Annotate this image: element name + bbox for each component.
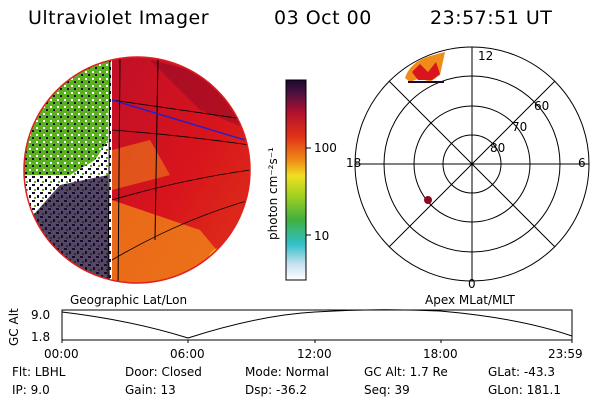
polar-plot — [354, 46, 590, 282]
geographic-label: Geographic Lat/Lon — [70, 293, 187, 307]
info-gc-alt: GC Alt: 1.7 Re — [364, 365, 448, 379]
mlt-label-6: 6 — [578, 156, 586, 170]
emission-spot — [424, 196, 432, 204]
info-door: Door: Closed — [125, 365, 202, 379]
altitude-ytick-high: 9.0 — [31, 308, 50, 322]
colorbar-tick-10: 10 — [314, 229, 329, 243]
info-ip: IP: 9.0 — [12, 383, 50, 397]
xtick-0600: 06:00 — [170, 347, 205, 361]
info-dsp: Dsp: -36.2 — [245, 383, 308, 397]
mlt-label-12: 12 — [478, 49, 493, 63]
mlat-label-70: 70 — [512, 120, 527, 134]
info-glon: GLon: 181.1 — [488, 383, 561, 397]
altitude-ylabel: GC Alt — [7, 308, 21, 346]
image-date: 03 Oct 00 — [274, 7, 372, 29]
info-glat: GLat: -43.3 — [488, 365, 555, 379]
xtick-1800: 18:00 — [423, 347, 458, 361]
info-gain: Gain: 13 — [125, 383, 176, 397]
mlt-label-0: 0 — [468, 277, 476, 291]
mlat-label-80: 80 — [490, 141, 505, 155]
mlt-label-18: 18 — [346, 156, 361, 170]
apex-label: Apex MLat/MLT — [425, 293, 515, 307]
info-flt: Flt: LBHL — [12, 365, 66, 379]
colorbar — [285, 79, 307, 281]
colorbar-unit-label: photon cm⁻²s⁻¹ — [266, 147, 280, 240]
app-title: Ultraviolet Imager — [28, 7, 210, 29]
xtick-2359: 23:59 — [548, 347, 583, 361]
info-seq: Seq: 39 — [364, 383, 410, 397]
colorbar-tick-100: 100 — [314, 141, 337, 155]
xtick-0000: 00:00 — [44, 347, 79, 361]
earth-limb — [23, 56, 251, 284]
mlat-label-60: 60 — [534, 99, 549, 113]
image-time: 23:57:51 UT — [430, 7, 553, 29]
altitude-ytick-low: 1.8 — [31, 330, 50, 344]
altitude-plot — [61, 309, 573, 343]
info-mode: Mode: Normal — [245, 365, 329, 379]
xtick-1200: 12:00 — [297, 347, 332, 361]
